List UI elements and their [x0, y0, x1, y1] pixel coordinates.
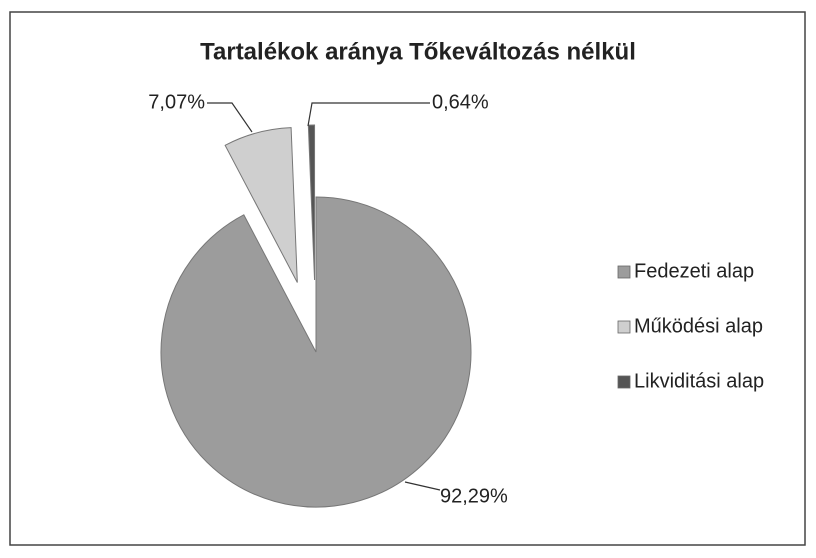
leader-line [207, 102, 253, 133]
data-label: 92,29% [440, 485, 508, 507]
legend-swatch [617, 265, 631, 279]
leader-line [307, 102, 430, 127]
chart-title: Tartalékok aránya Tőkeváltozás nélkül [200, 38, 636, 65]
legend-label: Fedezeti alap [634, 260, 754, 282]
legend-swatch [617, 320, 631, 334]
data-label: 0,64% [432, 91, 489, 113]
legend-swatch [617, 375, 631, 389]
pie-slice [160, 196, 472, 508]
legend-label: Likviditási alap [634, 370, 764, 392]
pie-slice [224, 127, 298, 283]
leader-line [404, 481, 441, 491]
legend-label: Működési alap [634, 315, 763, 337]
data-label: 7,07% [148, 91, 205, 113]
